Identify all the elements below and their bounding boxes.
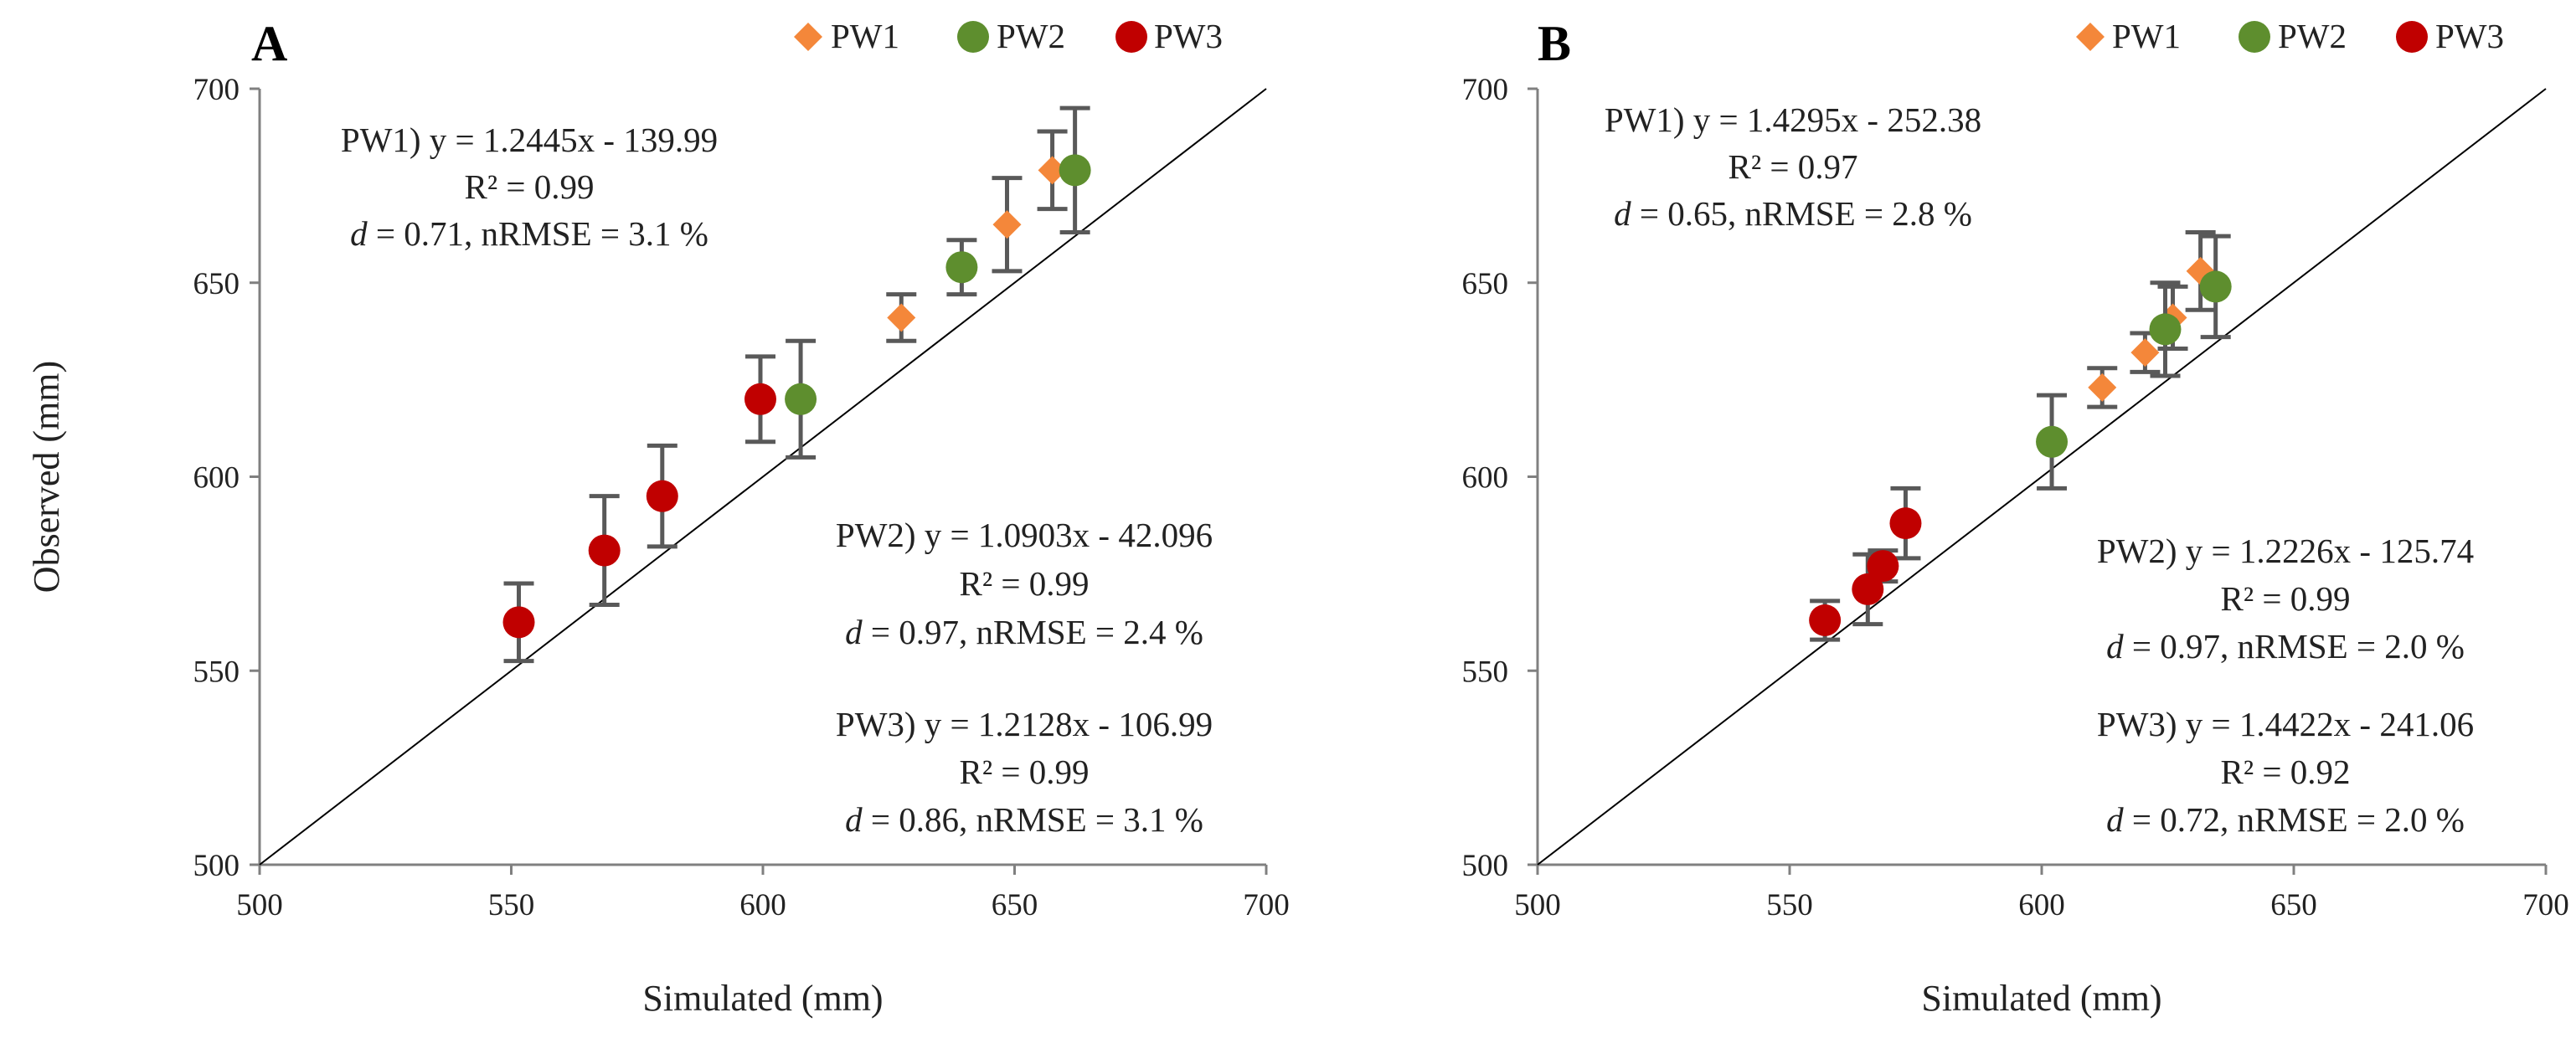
one-to-one-line	[1537, 88, 2547, 866]
legend-marker	[794, 23, 822, 51]
y-tick-label: 500	[193, 849, 240, 883]
legend-label: PW1	[2112, 17, 2181, 55]
x-tick-label: 700	[2522, 888, 2569, 922]
x-tick-label: 600	[2018, 888, 2065, 922]
y-tick-label: 550	[1462, 655, 1509, 689]
data-point	[2088, 373, 2117, 402]
data-point	[785, 383, 817, 415]
regression-equation: PW3) y = 1.2128x - 106.99	[836, 705, 1213, 743]
legend-label: PW1	[831, 17, 899, 55]
regression-equation: PW2) y = 1.2226x - 125.74	[2097, 532, 2474, 570]
y-tick-label: 500	[1462, 849, 1509, 883]
y-tick-label: 650	[1462, 267, 1509, 301]
data-point	[887, 303, 916, 332]
y-tick-label: 700	[1462, 73, 1509, 107]
series-PW2	[785, 105, 1091, 460]
series-PW3	[502, 354, 776, 664]
data-point	[1852, 573, 1884, 605]
legend-label: PW3	[2435, 17, 2504, 55]
y-axis-label: Observed (mm)	[26, 361, 67, 593]
agreement-stats: d = 0.86, nRMSE = 3.1 %	[845, 800, 1203, 839]
data-point	[1038, 156, 1067, 185]
y-tick-label: 550	[193, 655, 240, 689]
agreement-stats: d = 0.97, nRMSE = 2.0 %	[2106, 627, 2465, 665]
x-tick-label: 600	[739, 888, 786, 922]
r-squared: R² = 0.97	[1728, 147, 1857, 186]
regression-annotation-1: PW1) y = 1.4295x - 252.38 R² = 0.97 d = 0.…	[1605, 100, 1981, 233]
r-squared: R² = 0.92	[2220, 753, 2350, 791]
legend-marker	[2396, 21, 2428, 53]
data-point	[588, 534, 621, 567]
data-point	[1809, 604, 1842, 636]
legend-marker	[2239, 21, 2270, 53]
regression-annotation-2: PW2) y = 1.0903x - 42.096 R² = 0.99 d = 0.…	[836, 516, 1213, 651]
regression-annotation-1: PW1) y = 1.2445x - 139.99 R² = 0.99 d = 0.…	[341, 121, 718, 253]
agreement-stats: d = 0.97, nRMSE = 2.4 %	[845, 613, 1203, 651]
data-point	[2199, 270, 2232, 303]
regression-equation: PW2) y = 1.0903x - 42.096	[836, 516, 1213, 554]
regression-equation: PW3) y = 1.4422x - 241.06	[2097, 705, 2474, 743]
panel-A: 500 550 600 650 700 500 550 600 650 700 Simulated …	[26, 16, 1290, 1019]
series-PW3	[1809, 486, 1922, 642]
x-axis-label: Simulated (mm)	[642, 978, 883, 1019]
series-PW1	[886, 129, 1068, 343]
legend-marker	[2076, 23, 2105, 51]
r-squared: R² = 0.99	[2220, 579, 2350, 618]
agreement-stats: d = 0.71, nRMSE = 3.1 %	[350, 214, 708, 253]
regression-equation: PW1) y = 1.2445x - 139.99	[341, 121, 718, 159]
x-tick-label: 650	[2270, 888, 2317, 922]
data-point	[2130, 338, 2160, 367]
regression-annotation-3: PW3) y = 1.2128x - 106.99 R² = 0.99 d = 0.…	[836, 705, 1213, 839]
data-point	[992, 210, 1022, 239]
data-point	[945, 251, 978, 284]
legend-label: PW2	[2278, 17, 2347, 55]
panel-label: A	[251, 16, 287, 71]
data-point	[2149, 313, 2182, 346]
legend-marker	[957, 21, 989, 53]
x-tick-label: 550	[488, 888, 535, 922]
data-point	[502, 606, 535, 639]
r-squared: R² = 0.99	[959, 753, 1089, 791]
legend-marker	[1115, 21, 1147, 53]
data-point	[744, 383, 776, 415]
data-point	[646, 480, 678, 512]
regression-annotation-3: PW3) y = 1.4422x - 241.06 R² = 0.92 d = 0.…	[2097, 705, 2474, 839]
x-tick-label: 500	[236, 888, 283, 922]
legend-label: PW2	[997, 17, 1065, 55]
data-point	[1889, 507, 1922, 540]
x-axis-label: Simulated (mm)	[1921, 978, 2161, 1019]
agreement-stats: d = 0.65, nRMSE = 2.8 %	[1614, 194, 1972, 233]
legend-label: PW3	[1154, 17, 1223, 55]
panel-label: B	[1538, 16, 1571, 71]
one-to-one-line	[259, 88, 1267, 866]
x-tick-label: 500	[1514, 888, 1561, 922]
panel-B: 500 550 600 650 700 500 550 600 650 700 Simulated …	[1462, 16, 2569, 1019]
series-PW2	[2036, 234, 2232, 491]
y-tick-label: 650	[193, 267, 240, 301]
x-tick-label: 700	[1243, 888, 1290, 922]
y-tick-label: 600	[193, 461, 240, 496]
x-tick-label: 650	[992, 888, 1038, 922]
data-point	[1059, 154, 1091, 187]
r-squared: R² = 0.99	[959, 564, 1089, 603]
x-tick-label: 550	[1766, 888, 1813, 922]
y-tick-label: 700	[193, 73, 240, 107]
regression-annotation-2: PW2) y = 1.2226x - 125.74 R² = 0.99 d = 0.…	[2097, 532, 2474, 665]
y-tick-label: 600	[1462, 461, 1509, 496]
data-point	[2036, 425, 2069, 458]
data-point	[1867, 550, 1899, 583]
agreement-stats: d = 0.72, nRMSE = 2.0 %	[2106, 800, 2465, 839]
regression-equation: PW1) y = 1.4295x - 252.38	[1605, 100, 1981, 139]
r-squared: R² = 0.99	[464, 167, 594, 206]
